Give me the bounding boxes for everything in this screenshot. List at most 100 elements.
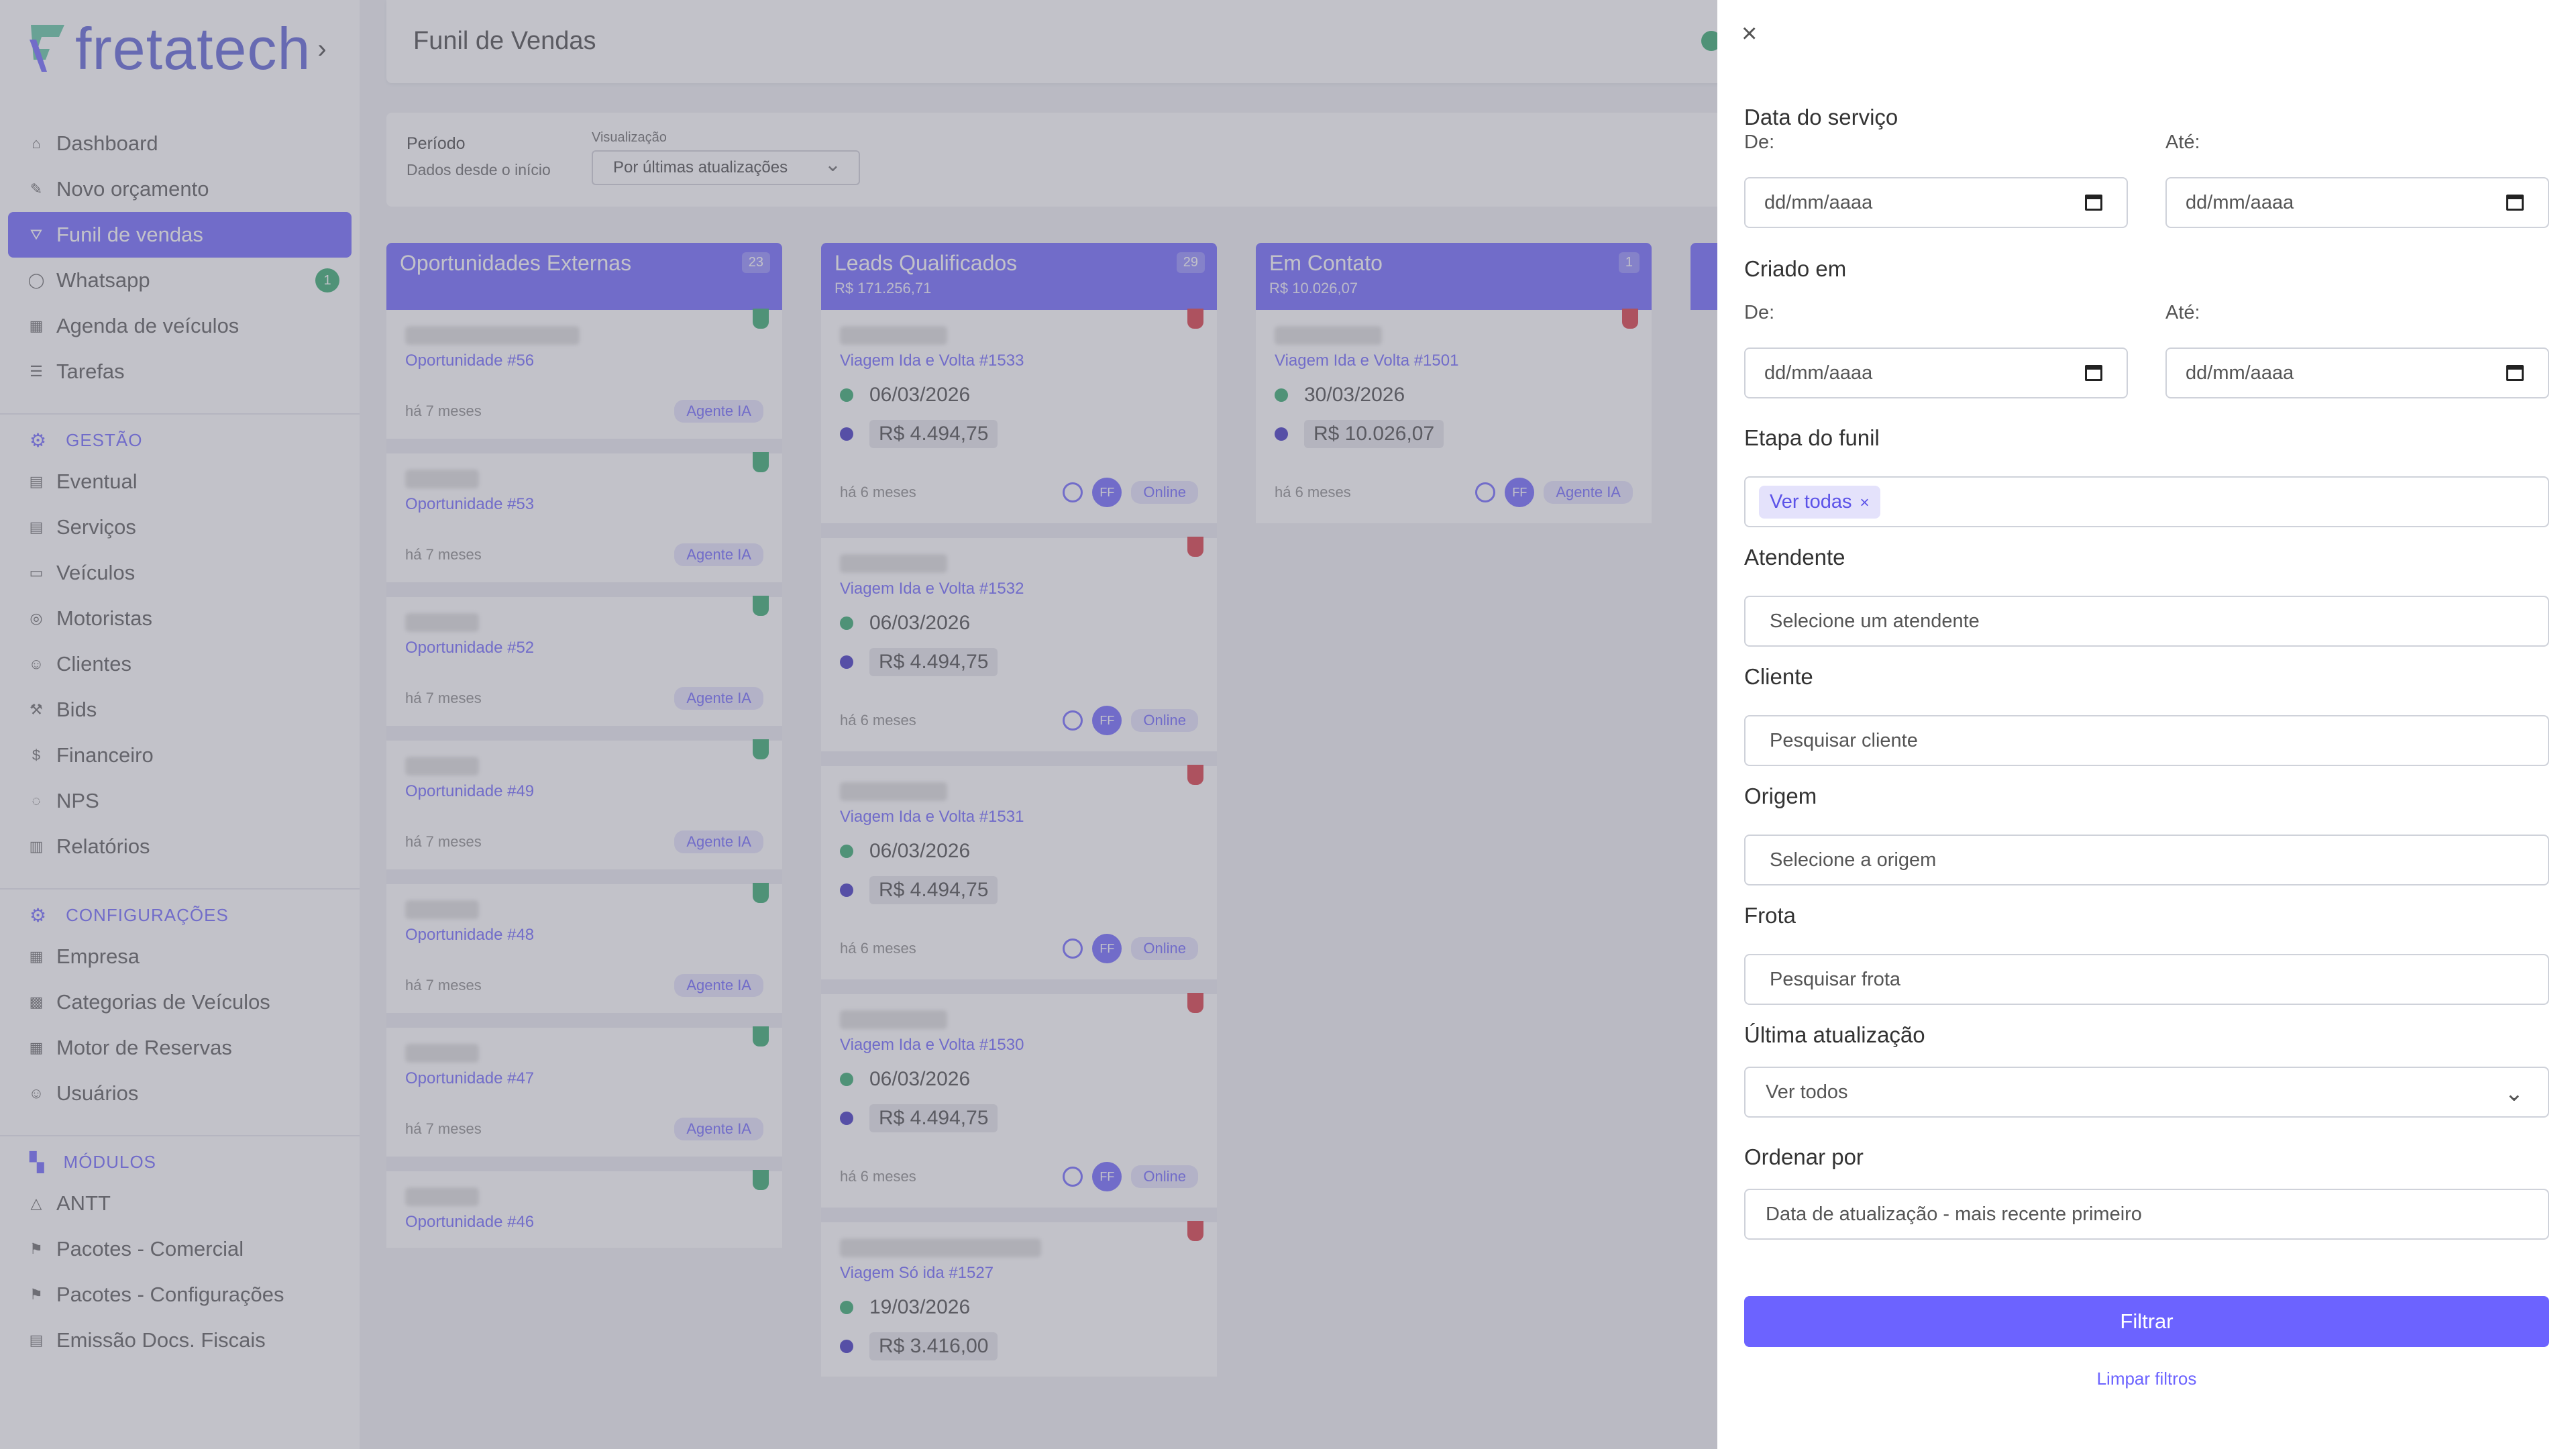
sidebar-item-usuarios[interactable]: ☺ Usuários bbox=[0, 1071, 360, 1116]
calendar-icon[interactable] bbox=[2506, 365, 2524, 381]
funnel-stage-select[interactable]: Ver todas × bbox=[1744, 476, 2549, 527]
service-date-from-label: De: bbox=[1744, 131, 1775, 153]
period-value[interactable]: Dados desde o início bbox=[407, 161, 551, 178]
kanban-card[interactable]: Oportunidade #46 bbox=[386, 1170, 782, 1248]
edit-icon: ✎ bbox=[30, 180, 43, 197]
sidebar-item-servicos[interactable]: ▤ Serviços bbox=[0, 504, 360, 550]
clear-filters-link[interactable]: Limpar filtros bbox=[2096, 1368, 2197, 1389]
card-link[interactable]: Oportunidade #52 bbox=[405, 639, 535, 657]
calendar-icon[interactable] bbox=[2506, 195, 2524, 211]
kanban-card[interactable]: Viagem Ida e Volta #1531 06/03/2026 R$ 4… bbox=[821, 765, 1217, 994]
calendar-icon[interactable] bbox=[2085, 195, 2102, 211]
client-search-input[interactable]: Pesquisar cliente bbox=[1744, 715, 2549, 766]
sidebar-item-clientes[interactable]: ☺ Clientes bbox=[0, 641, 360, 687]
kanban-card[interactable]: Oportunidade #49 há 7 meses Agente IA bbox=[386, 739, 782, 884]
avatar: FF bbox=[1505, 478, 1535, 507]
sidebar-item-tarefas[interactable]: ☰ Tarefas bbox=[0, 349, 360, 394]
sidebar-item-empresa[interactable]: ▦ Empresa bbox=[0, 934, 360, 979]
kanban-card[interactable]: Oportunidade #48 há 7 meses Agente IA bbox=[386, 883, 782, 1028]
sidebar-item-relatorios[interactable]: ▥ Relatórios bbox=[0, 824, 360, 869]
gear-icon: ⚙ bbox=[30, 904, 48, 926]
order-by-select[interactable]: Data de atualização - mais recente prime… bbox=[1744, 1189, 2549, 1240]
service-date-to-input[interactable]: dd/mm/aaaa bbox=[2165, 177, 2549, 228]
created-date-from-input[interactable]: dd/mm/aaaa bbox=[1744, 347, 2128, 398]
sidebar-item-label: Eventual bbox=[56, 470, 138, 493]
kanban-card[interactable]: Oportunidade #47 há 7 meses Agente IA bbox=[386, 1026, 782, 1171]
card-chip: Agente IA bbox=[1544, 481, 1633, 504]
section-gestao: ⚙ GESTÃO bbox=[0, 413, 360, 459]
kanban-card[interactable]: Viagem Ida e Volta #1532 06/03/2026 R$ 4… bbox=[821, 537, 1217, 766]
sidebar-item-nps[interactable]: ◌ NPS bbox=[0, 778, 360, 824]
service-date-label: Data do serviço bbox=[1744, 105, 1898, 129]
fleet-search-input[interactable]: Pesquisar frota bbox=[1744, 954, 2549, 1005]
kanban-card[interactable]: Viagem Ida e Volta #1533 06/03/2026 R$ 4… bbox=[821, 309, 1217, 538]
card-link[interactable]: Oportunidade #48 bbox=[405, 926, 535, 944]
card-link[interactable]: Viagem Ida e Volta #1533 bbox=[840, 352, 1024, 370]
sidebar-item-funil-de-vendas[interactable]: ⛛ Funil de vendas bbox=[8, 212, 352, 258]
card-link[interactable]: Oportunidade #49 bbox=[405, 782, 535, 800]
card-link[interactable]: Oportunidade #53 bbox=[405, 495, 535, 513]
view-label: Visualização bbox=[592, 130, 667, 145]
card-chip: Agente IA bbox=[674, 830, 763, 853]
service-date-to-label: Até: bbox=[2165, 131, 2200, 153]
collapse-chevron-icon[interactable]: › bbox=[317, 34, 327, 64]
column-header: Em Contato R$ 10.026,07 1 bbox=[1256, 243, 1652, 310]
sidebar-item-bids[interactable]: ⚒ Bids bbox=[0, 687, 360, 733]
sidebar-item-label: Pacotes - Comercial bbox=[56, 1237, 244, 1260]
card-link[interactable]: Viagem Só ida #1527 bbox=[840, 1264, 994, 1282]
card-link[interactable]: Oportunidade #47 bbox=[405, 1069, 535, 1087]
value-dot bbox=[840, 1340, 853, 1353]
card-time: há 6 meses bbox=[840, 940, 916, 957]
blurred-client-name bbox=[405, 1187, 479, 1206]
card-chip: Online bbox=[1131, 481, 1198, 504]
sidebar-item-veiculos[interactable]: ▭ Veículos bbox=[0, 550, 360, 596]
created-date-to-input[interactable]: dd/mm/aaaa bbox=[2165, 347, 2549, 398]
card-link[interactable]: Viagem Ida e Volta #1530 bbox=[840, 1036, 1024, 1054]
column-count-badge: 23 bbox=[741, 252, 770, 273]
date-dot bbox=[1275, 388, 1288, 402]
sidebar-item-dashboard[interactable]: ⌂ Dashboard bbox=[0, 121, 360, 166]
card-time: há 6 meses bbox=[840, 712, 916, 729]
remove-tag-icon[interactable]: × bbox=[1860, 493, 1870, 512]
sidebar-item-whatsapp[interactable]: ◯ Whatsapp 1 bbox=[0, 258, 360, 303]
card-date: 06/03/2026 bbox=[869, 384, 971, 406]
card-link[interactable]: Oportunidade #56 bbox=[405, 352, 535, 370]
sidebar-item-pacotes-configuracoes[interactable]: ⚑ Pacotes - Configurações bbox=[0, 1272, 360, 1318]
calendar-icon[interactable] bbox=[2085, 365, 2102, 381]
sidebar-item-financeiro[interactable]: $ Financeiro bbox=[0, 733, 360, 778]
modal-backdrop[interactable] bbox=[0, 0, 1717, 1449]
card-link[interactable]: Viagem Ida e Volta #1501 bbox=[1275, 352, 1459, 370]
sidebar-item-eventual[interactable]: ▤ Eventual bbox=[0, 459, 360, 504]
card-time: há 6 meses bbox=[1275, 484, 1351, 500]
stage-tag[interactable]: Ver todas × bbox=[1759, 485, 1880, 519]
sidebar-item-agenda-de-veiculos[interactable]: ▦ Agenda de veículos bbox=[0, 303, 360, 349]
card-link[interactable]: Viagem Ida e Volta #1532 bbox=[840, 580, 1024, 598]
card-link[interactable]: Oportunidade #46 bbox=[405, 1213, 535, 1231]
building-icon: ▦ bbox=[29, 948, 44, 965]
sidebar-item-antt[interactable]: △ ANTT bbox=[0, 1181, 360, 1226]
close-icon[interactable]: × bbox=[1741, 19, 1758, 48]
logo[interactable]: fretatech › bbox=[27, 19, 327, 79]
card-chip: Agente IA bbox=[674, 543, 763, 566]
sidebar-item-motor-de-reservas[interactable]: ▦ Motor de Reservas bbox=[0, 1025, 360, 1071]
sidebar-item-categorias-de-veiculos[interactable]: ▩ Categorias de Veículos bbox=[0, 979, 360, 1025]
view-select[interactable]: Por últimas atualizações bbox=[592, 150, 860, 185]
sidebar-item-novo-orcamento[interactable]: ✎ Novo orçamento bbox=[0, 166, 360, 212]
kanban-card[interactable]: Oportunidade #53 há 7 meses Agente IA bbox=[386, 452, 782, 597]
kanban-card[interactable]: Oportunidade #56 há 7 meses Agente IA bbox=[386, 309, 782, 453]
attendant-select[interactable]: Selecione um atendente bbox=[1744, 596, 2549, 647]
kanban-card[interactable]: Oportunidade #52 há 7 meses Agente IA bbox=[386, 596, 782, 741]
sidebar-item-pacotes-comercial[interactable]: ⚑ Pacotes - Comercial bbox=[0, 1226, 360, 1272]
last-update-select[interactable]: Ver todos ⌄ bbox=[1744, 1067, 2549, 1118]
kanban-card[interactable]: Viagem Só ida #1527 19/03/2026 R$ 3.416,… bbox=[821, 1221, 1217, 1377]
sidebar-item-label: Empresa bbox=[56, 945, 140, 968]
kanban-card[interactable]: Viagem Ida e Volta #1501 30/03/2026 R$ 1… bbox=[1256, 309, 1652, 523]
kanban-card[interactable]: Viagem Ida e Volta #1530 06/03/2026 R$ 4… bbox=[821, 993, 1217, 1222]
service-date-from-input[interactable]: dd/mm/aaaa bbox=[1744, 177, 2128, 228]
sidebar-item-emissao-docs-fiscais[interactable]: ▤ Emissão Docs. Fiscais bbox=[0, 1318, 360, 1363]
origin-select[interactable]: Selecione a origem bbox=[1744, 835, 2549, 885]
card-link[interactable]: Viagem Ida e Volta #1531 bbox=[840, 808, 1024, 826]
filter-button[interactable]: Filtrar bbox=[1744, 1296, 2549, 1347]
sidebar-item-motoristas[interactable]: ◎ Motoristas bbox=[0, 596, 360, 641]
blurred-client-name bbox=[405, 470, 479, 488]
